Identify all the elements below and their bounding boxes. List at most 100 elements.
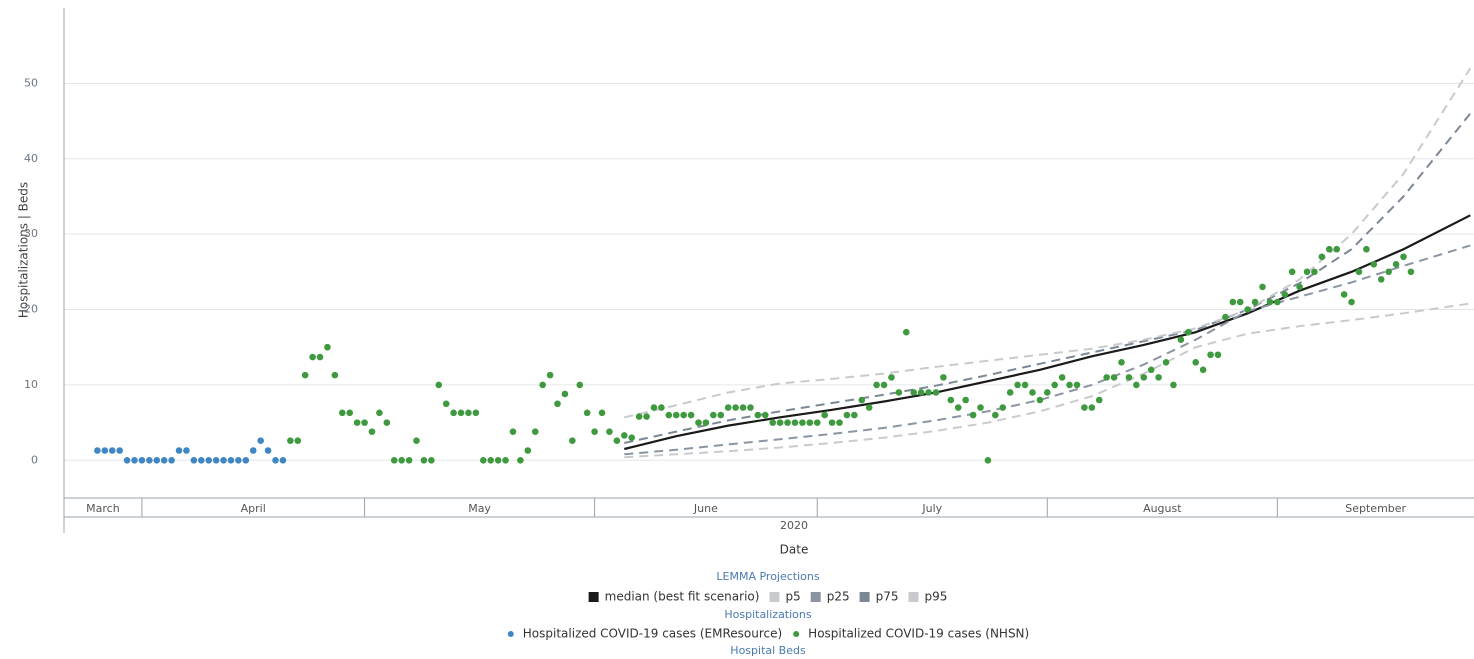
data-point bbox=[1140, 374, 1148, 381]
data-point bbox=[813, 419, 821, 426]
data-point bbox=[1118, 359, 1125, 366]
data-point bbox=[1155, 374, 1162, 381]
data-point bbox=[1325, 245, 1333, 253]
legend-marker bbox=[908, 592, 919, 602]
legend-marker bbox=[507, 631, 514, 637]
projection-line bbox=[624, 244, 1471, 456]
data-point bbox=[1184, 328, 1192, 336]
data-point bbox=[925, 389, 932, 396]
x-tick-label: August bbox=[1143, 502, 1182, 515]
data-point bbox=[1259, 283, 1266, 291]
data-point bbox=[561, 390, 569, 398]
data-point bbox=[131, 457, 138, 464]
data-point bbox=[1370, 261, 1378, 268]
data-point bbox=[94, 447, 101, 454]
data-point bbox=[1266, 298, 1274, 306]
data-point bbox=[316, 353, 324, 361]
data-point bbox=[435, 381, 443, 389]
data-point bbox=[264, 447, 272, 454]
data-point bbox=[361, 419, 368, 426]
data-point bbox=[197, 457, 205, 464]
data-point bbox=[160, 457, 168, 464]
data-point bbox=[279, 457, 287, 464]
legend-marker bbox=[859, 592, 870, 602]
data-point bbox=[227, 457, 235, 464]
data-point bbox=[413, 437, 420, 445]
data-point bbox=[1051, 381, 1059, 389]
x-tick-label: July bbox=[921, 502, 942, 515]
x-tick-label: September bbox=[1345, 502, 1406, 515]
data-point bbox=[1296, 283, 1303, 291]
data-point bbox=[1088, 404, 1096, 411]
data-point bbox=[821, 411, 828, 419]
data-point bbox=[628, 434, 636, 441]
data-point bbox=[858, 396, 866, 404]
data-point bbox=[146, 457, 153, 464]
data-point bbox=[220, 457, 227, 464]
data-point bbox=[1036, 396, 1044, 404]
data-point bbox=[865, 404, 873, 411]
legend-label: median (best fit scenario) bbox=[605, 590, 760, 604]
data-point bbox=[576, 381, 584, 389]
data-point bbox=[1133, 381, 1140, 389]
data-point bbox=[442, 400, 450, 408]
data-point bbox=[873, 381, 880, 389]
data-point bbox=[457, 409, 465, 417]
data-point bbox=[101, 447, 109, 454]
legend-row: median (best fit scenario) p5 p25 p75 p95 bbox=[588, 590, 947, 604]
x-tick-label: June bbox=[693, 502, 718, 515]
data-point bbox=[554, 400, 561, 408]
data-point bbox=[1407, 268, 1415, 276]
data-point bbox=[635, 413, 643, 420]
data-point bbox=[502, 457, 509, 464]
data-point bbox=[1043, 389, 1051, 396]
data-point bbox=[1311, 268, 1318, 276]
data-point bbox=[620, 432, 628, 439]
projection-line bbox=[624, 302, 1471, 459]
legend-marker bbox=[588, 592, 599, 602]
y-axis-label: Hospitalizations | Beds bbox=[17, 182, 31, 318]
legend-group-title: LEMMA Projections bbox=[716, 570, 819, 583]
data-point bbox=[183, 447, 190, 454]
data-point bbox=[880, 381, 888, 389]
data-point bbox=[1110, 374, 1118, 381]
legend-label: Hospitalized COVID-19 cases (EMResource) bbox=[523, 627, 782, 641]
legend-marker bbox=[810, 592, 821, 602]
data-point bbox=[969, 411, 977, 419]
data-point bbox=[368, 428, 376, 435]
data-point bbox=[205, 457, 213, 464]
data-point bbox=[338, 409, 346, 417]
data-point bbox=[1066, 381, 1073, 389]
data-point bbox=[784, 419, 791, 426]
data-point bbox=[1303, 268, 1311, 276]
plot-area bbox=[94, 67, 1472, 464]
data-point bbox=[650, 404, 658, 411]
data-point bbox=[324, 343, 331, 351]
data-point bbox=[138, 457, 146, 464]
data-point bbox=[1021, 381, 1029, 389]
data-point bbox=[287, 437, 294, 445]
data-point bbox=[613, 437, 621, 445]
data-point bbox=[153, 457, 161, 464]
data-point bbox=[940, 374, 947, 381]
data-point bbox=[242, 457, 250, 464]
data-point bbox=[1363, 245, 1370, 253]
data-point bbox=[472, 409, 480, 417]
data-point bbox=[1318, 253, 1326, 261]
x-tick-label: April bbox=[241, 502, 266, 515]
projection-line bbox=[624, 67, 1472, 419]
data-point bbox=[717, 411, 725, 419]
x-group-label: 2020 bbox=[780, 519, 808, 532]
data-point bbox=[992, 411, 999, 419]
data-point bbox=[494, 457, 502, 464]
data-point bbox=[376, 409, 383, 417]
data-point bbox=[962, 396, 969, 404]
legend-label: p25 bbox=[827, 590, 850, 604]
data-point bbox=[123, 457, 131, 464]
data-point bbox=[1199, 366, 1207, 374]
data-point bbox=[175, 447, 183, 454]
data-point bbox=[1058, 374, 1066, 381]
data-point bbox=[487, 457, 495, 464]
data-point bbox=[1147, 366, 1155, 374]
legend-label: p75 bbox=[876, 590, 899, 604]
